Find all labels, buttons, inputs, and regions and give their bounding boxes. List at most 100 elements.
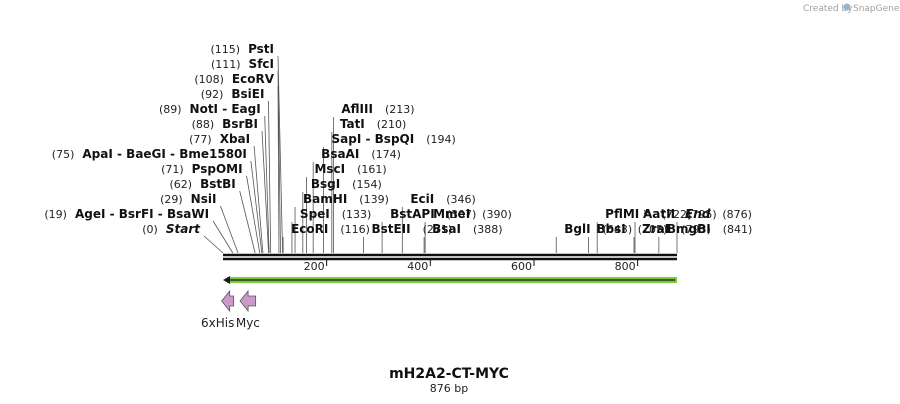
site-name: PspOMI <box>192 162 243 176</box>
site-ecii[interactable]: (346) EciI <box>410 192 475 206</box>
site-psti[interactable]: (115) PstI <box>210 42 274 56</box>
site-name: End <box>685 207 711 221</box>
site-position: (194) <box>426 133 456 146</box>
site-leader <box>264 115 270 254</box>
site-name: AflIII <box>341 102 373 116</box>
site-position: (210) <box>377 118 407 131</box>
site-apai[interactable]: (75) ApaI - BaeGI - Bme1580I <box>52 147 247 161</box>
site-leader <box>268 100 272 254</box>
site-leader <box>203 235 224 254</box>
site-name: EciI <box>410 192 434 206</box>
site-bstapi[interactable]: (307) BstAPI <box>390 207 476 221</box>
site-name: BsrBI <box>222 117 258 131</box>
site-name: XbaI <box>220 132 250 146</box>
site-name: BglI <box>564 222 590 236</box>
site-position: (876) <box>722 208 752 221</box>
site-ecorv[interactable]: (108) EcoRV <box>194 72 274 86</box>
site-position: (108) <box>194 73 224 86</box>
site-position: (793) <box>681 223 711 236</box>
site-ecori[interactable]: (116) EcoRI <box>291 222 370 236</box>
site-sapi[interactable]: (194) SapI - BspQI <box>332 132 456 146</box>
site-afliii[interactable]: (213) AflIII <box>341 102 414 116</box>
site-start[interactable]: (0) Start <box>142 222 201 236</box>
feature-label: Myc <box>236 316 260 330</box>
feature-label: 6xHis <box>201 316 234 330</box>
site-leader <box>246 175 261 254</box>
site-mmei[interactable]: (390) MmeI <box>433 207 512 221</box>
site-position: (271) <box>423 223 453 236</box>
site-position: (705) <box>638 223 668 236</box>
site-name: BsgI <box>311 177 340 191</box>
site-labels: (0) Start (19) AgeI - BsrFI - BsaWI(29) NsiI… <box>44 42 752 236</box>
site-leader <box>277 85 280 254</box>
site-position: (307) <box>447 208 477 221</box>
site-bsgi[interactable]: (154) BsgI <box>311 177 382 191</box>
site-bsrbi[interactable]: (88) BsrBI <box>192 117 258 131</box>
site-position: (115) <box>210 43 240 56</box>
site-name: BsaAI <box>321 147 359 161</box>
site-name: BstBI <box>200 177 236 191</box>
site-leader <box>250 160 263 254</box>
site-position: (346) <box>446 193 476 206</box>
site-position: (19) <box>44 208 67 221</box>
snapgene-logo-icon <box>843 3 851 11</box>
credit: Created by SnapGene <box>803 3 900 14</box>
site-nsii[interactable]: (29) NsiI <box>160 192 216 206</box>
site-position: (795) <box>687 208 717 221</box>
site-bsai[interactable]: (388) BsaI <box>432 222 502 236</box>
site-name: BstAPI <box>390 207 435 221</box>
site-end[interactable]: (876) End <box>685 207 752 221</box>
site-bmgbi[interactable]: (841) BmgBI <box>667 222 752 236</box>
tick-label: 800 <box>615 260 636 273</box>
site-name: BbsI <box>596 222 625 236</box>
site-position: (77) <box>189 133 212 146</box>
site-position: (388) <box>473 223 503 236</box>
site-name: NotI - EagI <box>190 102 261 116</box>
tick-label: 400 <box>407 260 428 273</box>
dna-backbone <box>223 253 677 261</box>
site-name: SfcI <box>249 57 274 71</box>
site-position: (643) <box>603 223 633 236</box>
feature-6xhis[interactable]: 6xHis <box>201 289 234 330</box>
orf-arrow[interactable] <box>223 276 677 284</box>
site-position: (174) <box>371 148 401 161</box>
site-agei[interactable]: (19) AgeI - BsrFI - BsaWI <box>44 207 209 221</box>
site-bamhi[interactable]: (139) BamHI <box>303 192 389 206</box>
site-noti[interactable]: (89) NotI - EagI <box>159 102 261 116</box>
credit-prefix: Created by <box>803 4 853 14</box>
site-name: EcoRV <box>232 72 275 86</box>
site-position: (390) <box>482 208 512 221</box>
site-bgli[interactable]: (643) BglI <box>564 222 632 236</box>
site-tati[interactable]: (210) TatI <box>340 117 407 131</box>
site-position: (62) <box>169 178 192 191</box>
site-position: (841) <box>723 223 753 236</box>
site-sfci[interactable]: (111) SfcI <box>211 57 274 71</box>
site-bsiei[interactable]: (92) BsiEI <box>201 87 265 101</box>
site-bsteii[interactable]: (271) BstEII <box>371 222 452 236</box>
site-xbai[interactable]: (77) XbaI <box>189 132 250 146</box>
site-pflmi[interactable]: (722) PflMI * <box>605 207 691 221</box>
feature-arrow <box>239 289 257 313</box>
site-bbsi[interactable]: (705) BbsI <box>596 222 667 236</box>
site-leaders <box>203 55 678 254</box>
site-leader <box>220 205 239 254</box>
feature-myc[interactable]: Myc <box>236 289 260 330</box>
site-position: (88) <box>192 118 215 131</box>
site-spei[interactable]: (133) SpeI <box>300 207 371 221</box>
site-position: (0) <box>142 223 158 236</box>
site-name: NsiI <box>191 192 217 206</box>
site-aatii[interactable]: (795) AatII <box>643 207 717 221</box>
site-position: (71) <box>161 163 184 176</box>
site-pspomi[interactable]: (71) PspOMI <box>161 162 243 176</box>
site-name: MmeI <box>433 207 470 221</box>
site-name: ZraI <box>642 222 669 236</box>
site-name: BsiEI <box>231 87 264 101</box>
site-zrai[interactable]: (793) ZraI <box>642 222 711 236</box>
site-leader <box>261 130 270 254</box>
site-position: (133) <box>342 208 372 221</box>
site-bstbi[interactable]: (62) BstBI <box>169 177 235 191</box>
site-bsaai[interactable]: (174) BsaAI <box>321 147 401 161</box>
site-name: BstEII <box>371 222 410 236</box>
site-msci[interactable]: (161) MscI <box>314 162 386 176</box>
